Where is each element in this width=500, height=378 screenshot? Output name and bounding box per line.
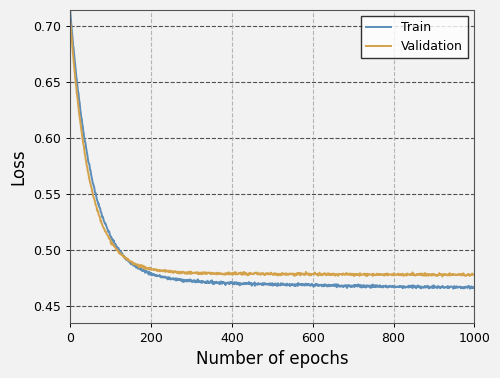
Train — [92, 190, 98, 195]
Train — [150, 273, 156, 277]
Train — [467, 287, 473, 291]
Validation — [397, 272, 403, 276]
Train — [382, 284, 388, 288]
Line: Train: Train — [70, 11, 474, 289]
Validation — [440, 274, 446, 279]
Train — [424, 284, 430, 289]
Y-axis label: Loss: Loss — [10, 148, 28, 184]
Validation — [382, 272, 388, 277]
Legend: Train, Validation: Train, Validation — [361, 16, 468, 58]
X-axis label: Number of epochs: Number of epochs — [196, 350, 348, 368]
Validation — [424, 272, 430, 276]
Train — [397, 284, 403, 288]
Validation — [150, 267, 156, 271]
Line: Validation: Validation — [70, 22, 474, 276]
Validation — [472, 272, 478, 277]
Validation — [92, 199, 98, 204]
Train — [472, 285, 478, 289]
Validation — [452, 273, 458, 277]
Validation — [68, 20, 73, 24]
Train — [452, 285, 458, 290]
Train — [68, 9, 73, 14]
